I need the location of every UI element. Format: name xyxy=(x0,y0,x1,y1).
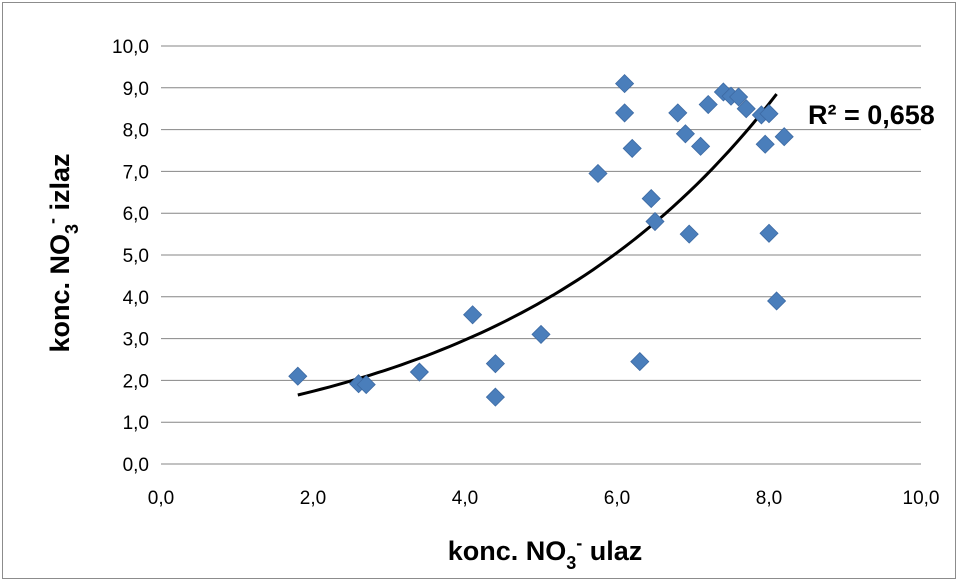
y-tick-label: 1,0 xyxy=(123,413,149,434)
data-point xyxy=(645,211,665,232)
data-point xyxy=(759,223,779,243)
data-point xyxy=(774,127,794,147)
data-point xyxy=(668,103,688,123)
data-point xyxy=(288,366,308,386)
data-point xyxy=(691,136,711,156)
trendline-layer xyxy=(297,93,778,397)
data-point xyxy=(485,354,505,374)
y-tick-label: 7,0 xyxy=(123,162,149,183)
data-point xyxy=(588,163,608,184)
y-tick-label: 9,0 xyxy=(123,79,149,100)
data-point xyxy=(615,103,635,123)
y-tick-label: 10,0 xyxy=(112,37,149,58)
x-tick-label: 8,0 xyxy=(756,488,782,509)
data-point xyxy=(736,99,756,119)
data-point xyxy=(675,124,695,144)
x-tick-label: 6,0 xyxy=(604,488,630,509)
y-tick-label: 4,0 xyxy=(123,288,149,309)
data-point xyxy=(679,224,699,244)
data-point xyxy=(698,94,718,115)
y-tick-labels: 0,0 1,0 2,0 3,0 4,0 5,0 6,0 7,0 8,0 9,0 10,0 xyxy=(112,37,149,476)
data-point xyxy=(485,387,505,407)
gridlines xyxy=(161,45,921,465)
y-tick-label: 2,0 xyxy=(123,371,149,392)
x-tick-label: 2,0 xyxy=(300,488,326,509)
y-tick-label: 3,0 xyxy=(123,330,149,351)
data-point xyxy=(759,104,779,124)
data-point xyxy=(767,291,787,311)
x-tick-label: 0,0 xyxy=(148,488,174,509)
data-point xyxy=(729,87,749,107)
x-tick-label: 4,0 xyxy=(452,488,478,509)
data-point xyxy=(755,134,775,154)
y-tick-label: 0,0 xyxy=(123,455,149,476)
data-point xyxy=(356,375,376,395)
data-point xyxy=(615,74,635,94)
y-tick-label: 8,0 xyxy=(123,121,149,142)
data-point xyxy=(463,305,483,325)
y-tick-label: 6,0 xyxy=(123,204,149,225)
x-tick-label: 10,0 xyxy=(903,488,940,509)
y-tick-label: 5,0 xyxy=(123,246,149,267)
data-point xyxy=(531,324,551,344)
data-point xyxy=(630,352,650,372)
x-axis-title: konc. NO3- ulaz xyxy=(448,533,643,573)
data-points xyxy=(288,74,794,407)
scatter-chart: 0,0 1,0 2,0 3,0 4,0 5,0 6,0 7,0 8,0 9,0 10,0 0,0 2,… xyxy=(42,37,940,573)
data-point xyxy=(409,362,429,382)
trendline xyxy=(297,93,778,397)
r-squared-annotation: R² = 0,658 xyxy=(808,100,935,130)
data-point xyxy=(641,189,661,209)
data-point xyxy=(622,138,642,158)
y-axis-title: konc. NO3- izlaz xyxy=(42,153,82,352)
x-tick-labels: 0,0 2,0 4,0 6,0 8,0 10,0 xyxy=(148,488,940,509)
